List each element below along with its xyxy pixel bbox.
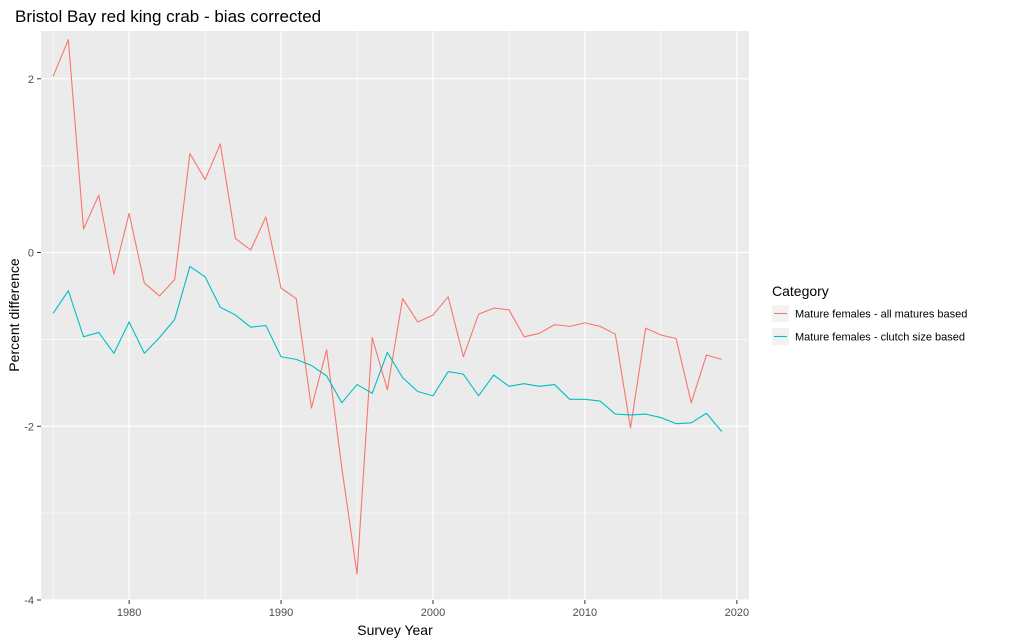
x-tick-label: 2000 [421, 607, 445, 619]
grid-major [41, 31, 749, 601]
chart-title: Bristol Bay red king crab - bias correct… [15, 7, 321, 26]
x-tick-label: 1990 [269, 607, 293, 619]
legend-items: Mature females - all matures based Mature… [772, 305, 967, 345]
x-tick-label: 1980 [117, 607, 141, 619]
legend-label-1: Mature females - all matures based [795, 309, 967, 321]
legend-title: Category [772, 283, 829, 299]
axis-ticks [37, 78, 738, 604]
x-axis-title: Survey Year [357, 622, 433, 638]
x-tick-label: 2010 [573, 607, 597, 619]
x-tick-label: 2020 [725, 607, 749, 619]
series-line-2 [52, 265, 723, 432]
y-tick-labels: -4 -2 0 2 [24, 74, 34, 607]
y-axis-title: Percent difference [6, 258, 22, 372]
legend-label-2: Mature females - clutch size based [795, 332, 965, 344]
x-tick-labels: 1980 1990 2000 2010 2020 [117, 607, 749, 619]
plot-panel [41, 31, 749, 600]
series-lines [52, 39, 723, 575]
y-tick-label: 2 [28, 74, 34, 86]
y-tick-label: -4 [24, 595, 34, 607]
y-tick-label: 0 [28, 248, 34, 260]
legend: Category Mature females - all matures ba… [772, 283, 967, 345]
y-tick-label: -2 [24, 421, 34, 433]
grid-minor [41, 31, 749, 600]
series-line-1 [52, 39, 722, 575]
